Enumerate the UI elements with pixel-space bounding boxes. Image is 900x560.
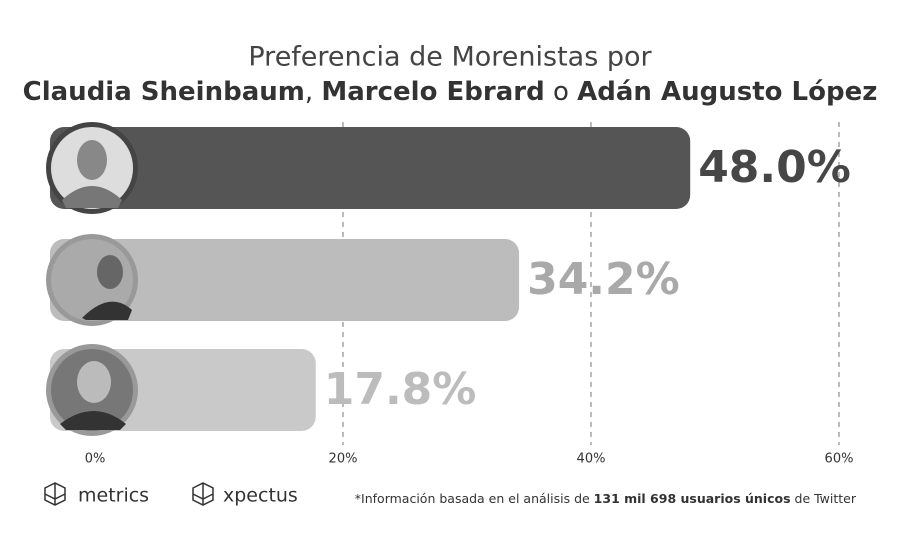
x-tick-label: 0%: [85, 452, 106, 467]
footnote: *Información basada en el análisis de 13…: [355, 491, 857, 506]
text-part: Marcelo Ebrard: [321, 77, 544, 107]
text-part: 131 mil 698 usuarios únicos: [594, 491, 791, 506]
x-tick-label: 20%: [329, 452, 358, 467]
text-part: de Twitter: [791, 491, 857, 506]
value-label: 34.2%: [527, 254, 680, 305]
x-tick-label: 60%: [825, 452, 854, 467]
value-label: 17.8%: [324, 364, 477, 415]
logos: metrics xpectus: [44, 482, 298, 507]
text-part: Adán Augusto López: [577, 77, 877, 107]
value-label: 48.0%: [698, 142, 851, 193]
chart-title: Preferencia de Morenistas por: [248, 42, 652, 73]
text-part: *Información basada en el análisis de: [355, 491, 594, 506]
photo: [46, 234, 138, 326]
logo-icon: [44, 482, 66, 506]
photo: [46, 122, 138, 214]
bar: [50, 239, 520, 321]
logo-text: metrics: [78, 485, 149, 507]
text-part: Claudia Sheinbaum: [23, 77, 305, 107]
logo-icon: [192, 482, 214, 506]
photo: [46, 344, 138, 436]
text-part: ,: [305, 77, 322, 107]
text-part: o: [545, 77, 577, 107]
bar: [50, 127, 691, 209]
photos: [46, 122, 138, 436]
x-tick-label: 40%: [577, 452, 606, 467]
logo-text: xpectus: [223, 485, 298, 507]
chart-subtitle: Claudia Sheinbaum, Marcelo Ebrard o Adán…: [23, 77, 878, 107]
